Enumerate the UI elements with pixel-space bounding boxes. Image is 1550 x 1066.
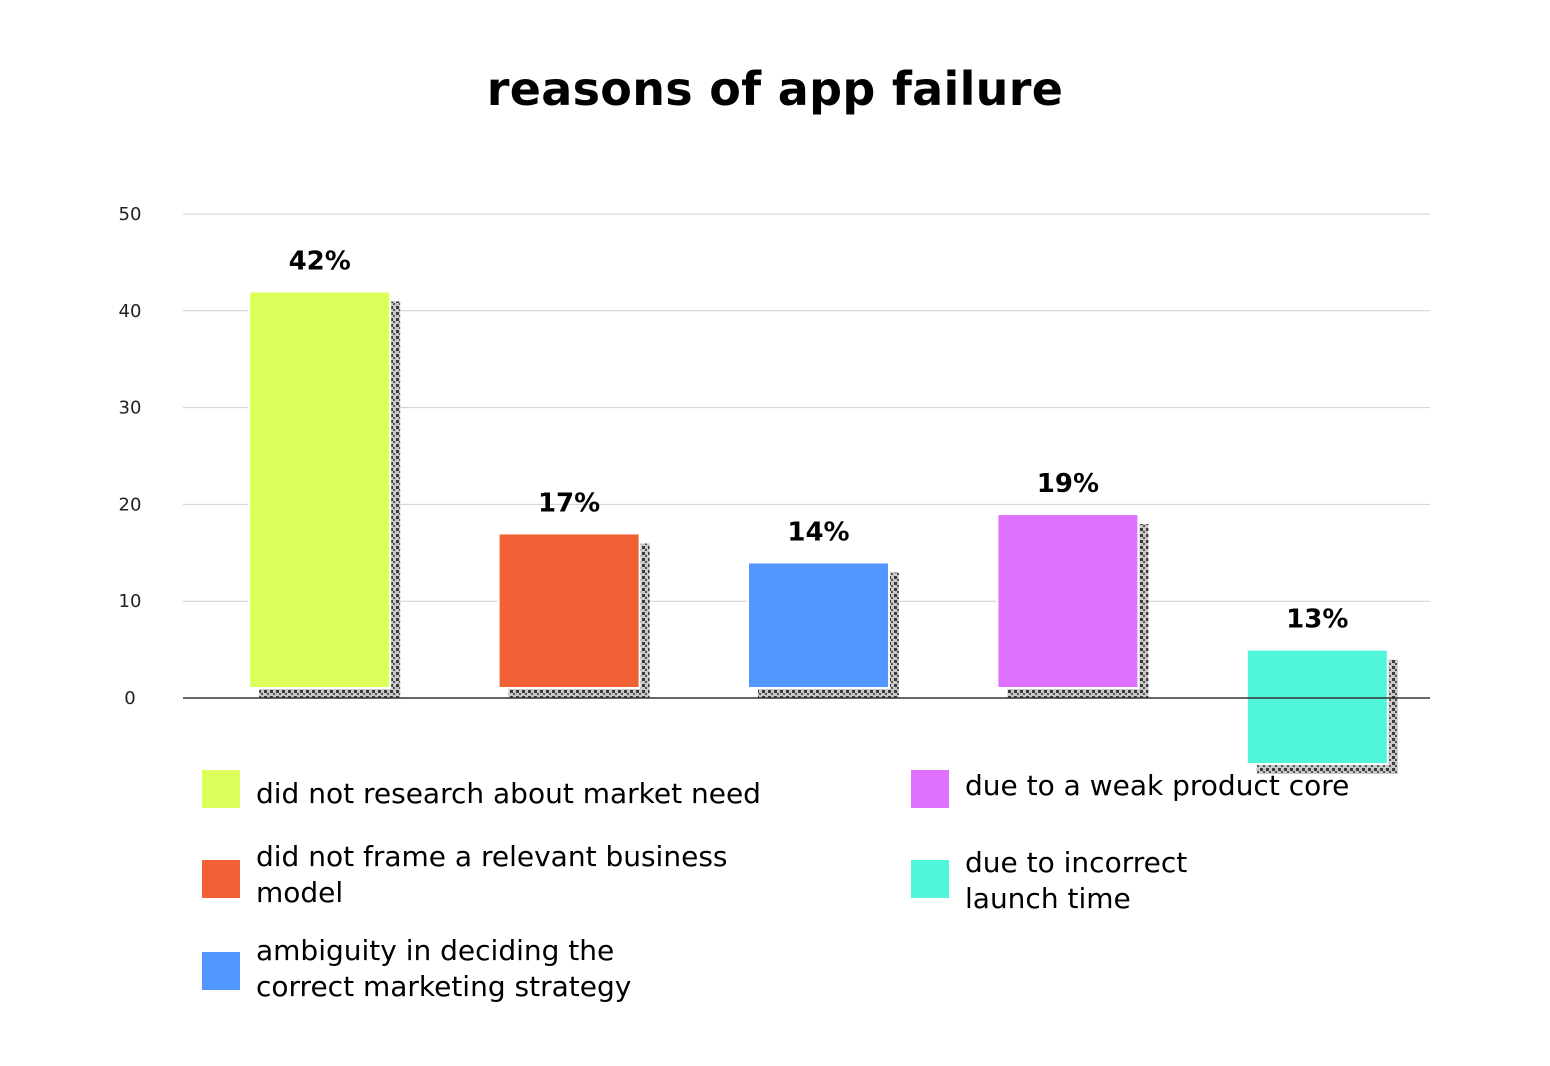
legend-label: ambiguity in deciding the [256, 934, 614, 967]
legend-swatch [202, 860, 240, 898]
legend-item: did not research about market need [202, 770, 761, 810]
legend-item: due to a weak product core [911, 769, 1349, 808]
y-tick-label: 40 [119, 301, 142, 322]
bar [747, 561, 890, 689]
legend-label: launch time [965, 882, 1131, 915]
y-tick-label: 50 [119, 204, 142, 225]
y-axis-ticks: 0 10 20 30 40 50 [119, 204, 142, 709]
data-label: 19% [1037, 469, 1099, 499]
legend-swatch [911, 860, 949, 898]
legend-label: did not frame a relevant business [256, 840, 728, 873]
legend-swatch [202, 770, 240, 808]
y-tick-label: 20 [119, 494, 142, 515]
data-label: 42% [289, 246, 351, 276]
data-label: 13% [1286, 605, 1348, 635]
legend-label: did not research about market need [256, 777, 761, 810]
bar [497, 532, 641, 689]
legend-label: model [256, 876, 343, 909]
data-label: 14% [787, 517, 849, 547]
legend: did not research about market need did no… [202, 769, 1349, 1003]
data-label: 17% [538, 488, 600, 518]
bar [248, 290, 392, 689]
chart-title: reasons of app failure [486, 62, 1064, 116]
legend-label: due to incorrect [965, 846, 1187, 879]
legend-swatch [911, 770, 949, 808]
bar [1245, 648, 1389, 765]
y-tick-label: 10 [119, 591, 142, 612]
bars [248, 290, 1398, 774]
legend-swatch [202, 952, 240, 990]
legend-label: correct marketing strategy [256, 970, 631, 1003]
y-tick-label: 30 [119, 398, 142, 419]
data-labels: 42% 17% 14% 19% 13% [289, 246, 1349, 634]
bar [996, 513, 1140, 690]
legend-label: due to a weak product core [965, 769, 1349, 802]
y-tick-label: 0 [124, 688, 135, 709]
